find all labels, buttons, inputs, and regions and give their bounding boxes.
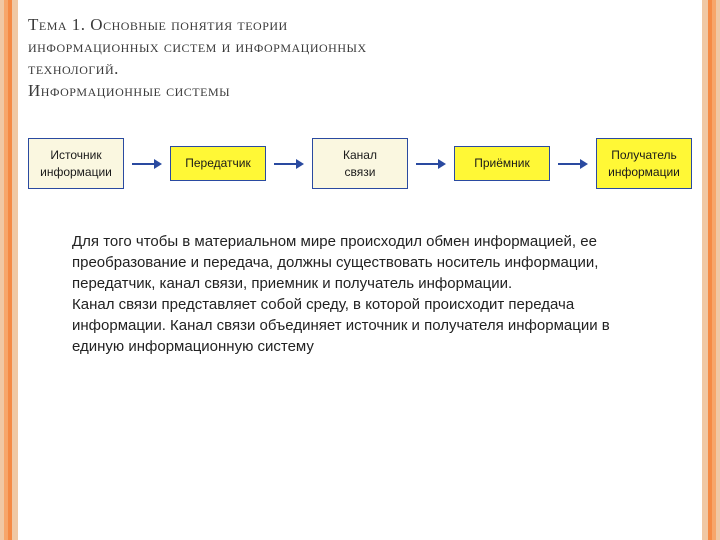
flow-node: Приёмник	[454, 146, 550, 180]
border-stripe	[712, 0, 716, 540]
border-stripe	[708, 0, 712, 540]
body-text: Для того чтобы в материальном мире проис…	[72, 231, 642, 357]
flow-arrow	[558, 163, 588, 164]
flow-arrow	[416, 163, 446, 164]
border-right	[702, 0, 720, 540]
border-stripe	[702, 0, 708, 540]
border-left	[0, 0, 18, 540]
border-stripe	[716, 0, 720, 540]
border-stripe	[12, 0, 18, 540]
slide-title: Тема 1. Основные понятия теорииинформаци…	[28, 14, 692, 102]
flow-node: Передатчик	[170, 146, 266, 180]
flowchart: Источникинформации Передатчик Каналсвязи Пр…	[28, 138, 692, 188]
flow-arrow	[132, 163, 162, 164]
slide-content: Тема 1. Основные понятия теорииинформаци…	[28, 14, 692, 357]
flow-node: Каналсвязи	[312, 138, 408, 188]
flow-arrow	[274, 163, 304, 164]
flow-node: Источникинформации	[28, 138, 124, 188]
flow-node: Получательинформации	[596, 138, 692, 188]
